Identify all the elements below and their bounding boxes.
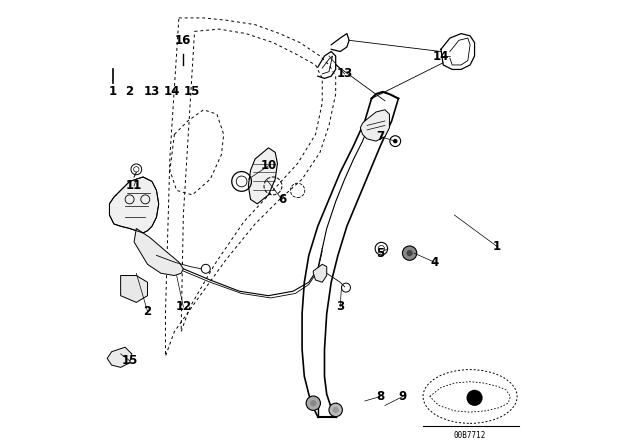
- Polygon shape: [314, 264, 327, 282]
- Circle shape: [375, 242, 388, 255]
- Text: 13: 13: [337, 67, 353, 81]
- Polygon shape: [109, 177, 159, 233]
- Circle shape: [329, 403, 342, 417]
- Text: 11: 11: [126, 179, 142, 193]
- Text: 2: 2: [143, 305, 152, 318]
- Text: 7: 7: [376, 130, 385, 143]
- Text: 2: 2: [125, 85, 134, 99]
- Text: 13: 13: [144, 85, 160, 99]
- Text: 9: 9: [399, 390, 407, 403]
- Circle shape: [406, 250, 413, 256]
- Polygon shape: [121, 276, 148, 302]
- Text: 00B7712: 00B7712: [454, 431, 486, 440]
- Circle shape: [467, 390, 483, 406]
- Text: 10: 10: [260, 159, 276, 172]
- Circle shape: [306, 396, 321, 410]
- Text: 5: 5: [376, 246, 385, 260]
- Circle shape: [333, 407, 339, 413]
- Text: 14: 14: [433, 49, 449, 63]
- Text: 3: 3: [336, 300, 344, 314]
- Text: 15: 15: [122, 354, 138, 367]
- Text: 12: 12: [175, 300, 191, 314]
- Text: 15: 15: [184, 85, 200, 99]
- Polygon shape: [134, 228, 184, 276]
- Polygon shape: [108, 347, 132, 367]
- Text: 1: 1: [109, 85, 117, 99]
- Text: 6: 6: [278, 193, 286, 206]
- Text: 16: 16: [175, 34, 191, 47]
- Text: 8: 8: [376, 390, 385, 403]
- Circle shape: [310, 400, 316, 406]
- Polygon shape: [248, 148, 278, 204]
- Circle shape: [393, 139, 397, 143]
- Polygon shape: [360, 110, 389, 141]
- Text: 1: 1: [493, 240, 501, 253]
- Text: 4: 4: [430, 255, 438, 269]
- Text: 14: 14: [164, 85, 180, 99]
- Circle shape: [403, 246, 417, 260]
